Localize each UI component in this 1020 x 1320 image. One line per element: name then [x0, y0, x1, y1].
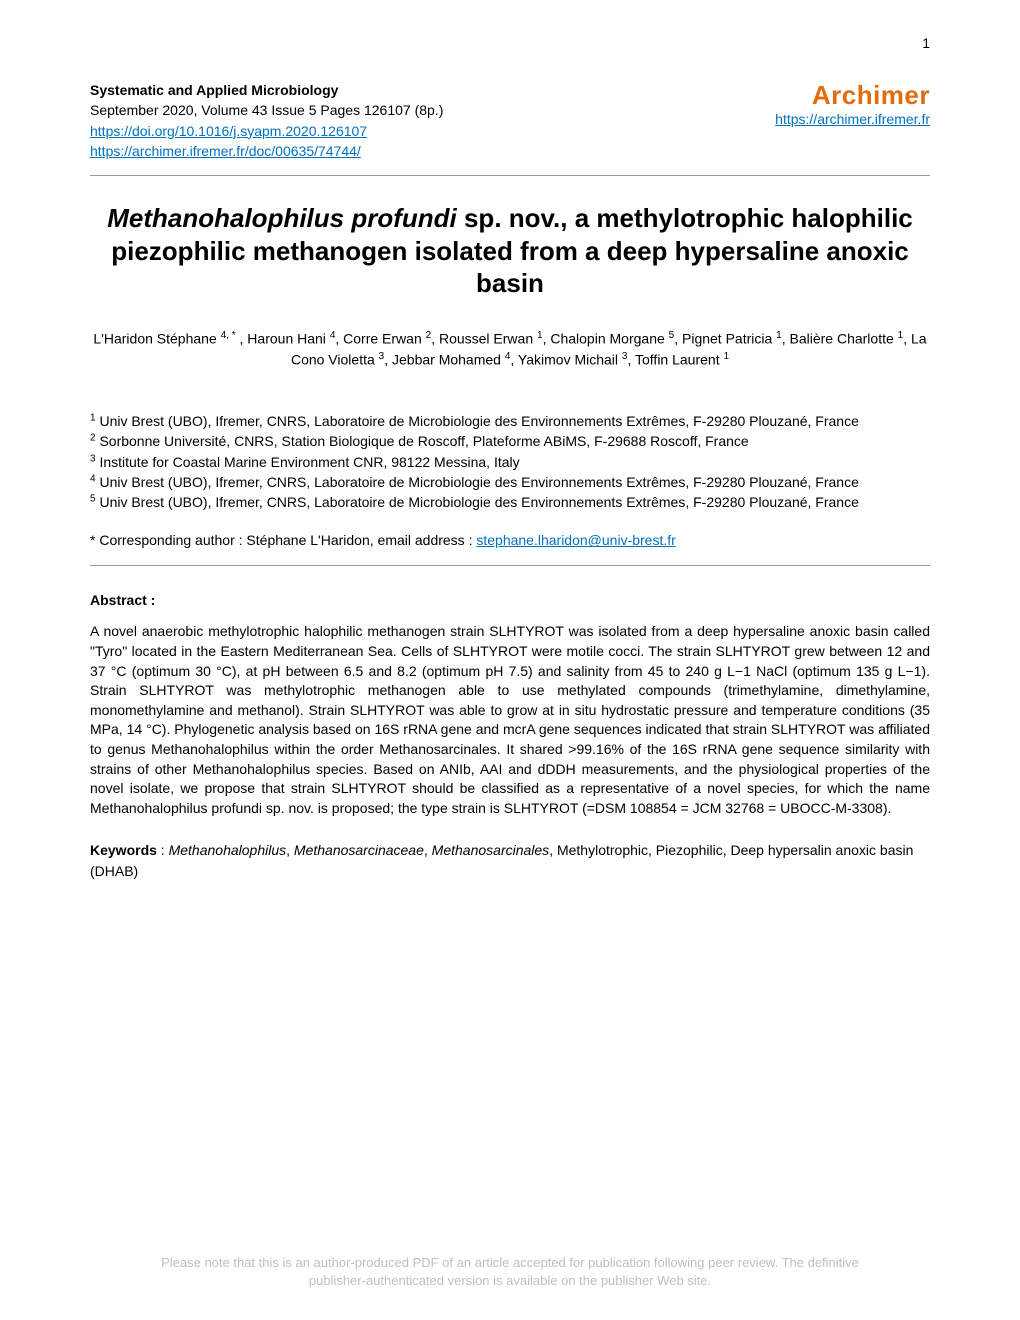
issue-line: September 2020, Volume 43 Issue 5 Pages … — [90, 100, 730, 120]
archimer-doc-link[interactable]: https://archimer.ifremer.fr/doc/00635/74… — [90, 143, 361, 159]
doi-link[interactable]: https://doi.org/10.1016/j.syapm.2020.126… — [90, 123, 367, 139]
archimer-title: Archimer — [730, 80, 930, 111]
title-italic: Methanohalophilus profundi — [107, 203, 457, 233]
abstract-heading: Abstract : — [90, 592, 930, 608]
paper-title: Methanohalophilus profundi sp. nov., a m… — [90, 202, 930, 300]
affiliations: 1 Univ Brest (UBO), Ifremer, CNRS, Labor… — [90, 411, 930, 512]
header-left: Systematic and Applied Microbiology Sept… — [90, 80, 730, 161]
divider-mid — [90, 565, 930, 566]
archimer-link[interactable]: https://archimer.ifremer.fr — [775, 111, 930, 127]
authors: L'Haridon Stéphane 4, * , Haroun Hani 4,… — [90, 328, 930, 371]
abstract-text: A novel anaerobic methylotrophic halophi… — [90, 622, 930, 818]
header-right: Archimer https://archimer.ifremer.fr — [730, 80, 930, 127]
corresponding-prefix: * Corresponding author : Stéphane L'Hari… — [90, 532, 476, 548]
divider-top — [90, 175, 930, 176]
affiliation: 2 Sorbonne Université, CNRS, Station Bio… — [90, 431, 930, 451]
corresponding-email[interactable]: stephane.lharidon@univ-brest.fr — [476, 532, 675, 548]
journal-name: Systematic and Applied Microbiology — [90, 80, 730, 100]
footer-line1: Please note that this is an author-produ… — [161, 1255, 859, 1270]
header: Systematic and Applied Microbiology Sept… — [90, 80, 930, 161]
keywords: Keywords : Methanohalophilus, Methanosar… — [90, 840, 930, 882]
affiliation: 3 Institute for Coastal Marine Environme… — [90, 452, 930, 472]
footer-disclaimer: Please note that this is an author-produ… — [90, 1254, 930, 1290]
corresponding-author: * Corresponding author : Stéphane L'Hari… — [90, 530, 930, 551]
affiliation: 1 Univ Brest (UBO), Ifremer, CNRS, Labor… — [90, 411, 930, 431]
page-number: 1 — [922, 35, 930, 51]
footer-line2: publisher-authenticated version is avail… — [309, 1273, 711, 1288]
affiliation: 4 Univ Brest (UBO), Ifremer, CNRS, Labor… — [90, 472, 930, 492]
affiliation: 5 Univ Brest (UBO), Ifremer, CNRS, Labor… — [90, 492, 930, 512]
